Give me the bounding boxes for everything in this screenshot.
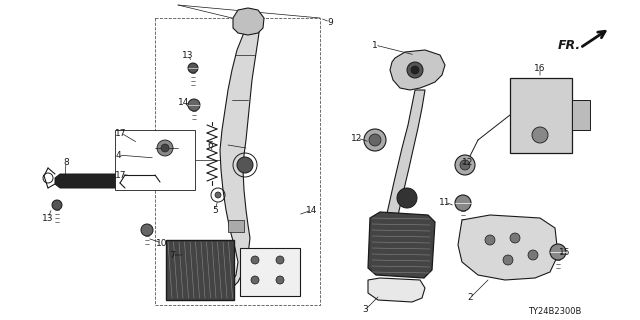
Text: TY24B2300B: TY24B2300B: [528, 308, 582, 316]
Circle shape: [188, 99, 200, 111]
Text: 15: 15: [559, 247, 571, 257]
Text: 6: 6: [207, 140, 213, 149]
Bar: [228, 220, 244, 232]
Circle shape: [550, 244, 566, 260]
Text: 10: 10: [156, 238, 168, 247]
Circle shape: [251, 256, 259, 264]
Circle shape: [407, 62, 423, 78]
Text: 7: 7: [169, 251, 175, 260]
Text: 13: 13: [42, 213, 54, 222]
Text: 14: 14: [179, 98, 189, 107]
Polygon shape: [55, 174, 155, 188]
Bar: [155, 18, 320, 305]
Polygon shape: [233, 8, 264, 35]
Polygon shape: [378, 90, 425, 265]
Circle shape: [411, 66, 419, 74]
Text: 13: 13: [182, 51, 194, 60]
Polygon shape: [368, 212, 435, 278]
Text: 2: 2: [467, 293, 473, 302]
Circle shape: [397, 188, 417, 208]
Bar: [240, 248, 300, 296]
Circle shape: [460, 160, 470, 170]
Circle shape: [510, 233, 520, 243]
Text: 12: 12: [351, 133, 363, 142]
Circle shape: [157, 140, 173, 156]
Circle shape: [276, 256, 284, 264]
Polygon shape: [215, 25, 260, 298]
Circle shape: [532, 127, 548, 143]
Circle shape: [528, 250, 538, 260]
Bar: [510, 78, 572, 153]
Text: 5: 5: [212, 205, 218, 214]
Text: 4: 4: [115, 150, 121, 159]
Circle shape: [141, 224, 153, 236]
Circle shape: [485, 235, 495, 245]
Circle shape: [503, 255, 513, 265]
Circle shape: [455, 155, 475, 175]
Bar: [115, 130, 195, 190]
Text: 17: 17: [115, 129, 127, 138]
Text: 9: 9: [327, 18, 333, 27]
Polygon shape: [458, 215, 558, 280]
Polygon shape: [390, 50, 445, 90]
Text: 11: 11: [439, 197, 451, 206]
Text: 12: 12: [462, 157, 474, 166]
Circle shape: [237, 157, 253, 173]
Circle shape: [161, 144, 169, 152]
Text: 8: 8: [63, 157, 69, 166]
Text: 17: 17: [115, 171, 127, 180]
Circle shape: [364, 129, 386, 151]
Circle shape: [188, 63, 198, 73]
Text: 14: 14: [307, 205, 317, 214]
Circle shape: [251, 276, 259, 284]
Text: 16: 16: [534, 63, 546, 73]
Bar: [166, 240, 234, 300]
Text: 3: 3: [362, 306, 368, 315]
Polygon shape: [368, 278, 425, 302]
Bar: [572, 100, 590, 130]
Circle shape: [52, 200, 62, 210]
Circle shape: [276, 276, 284, 284]
Text: 1: 1: [372, 41, 378, 50]
Circle shape: [455, 195, 471, 211]
Circle shape: [215, 192, 221, 198]
Circle shape: [369, 134, 381, 146]
Text: FR.: FR.: [557, 38, 580, 52]
